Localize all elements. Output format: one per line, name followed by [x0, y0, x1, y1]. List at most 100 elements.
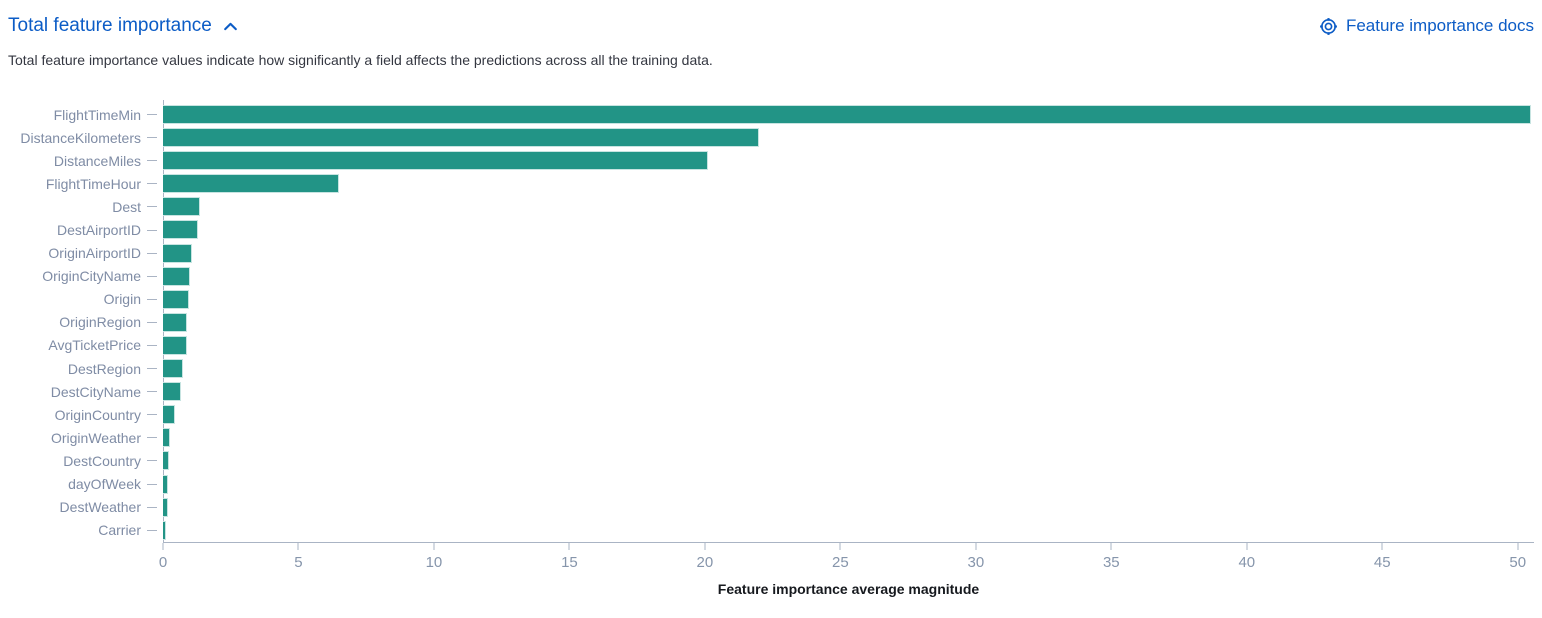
chart-row: FlightTimeMin — [8, 103, 1534, 126]
plot-cell — [163, 149, 1534, 172]
docs-link-label: Feature importance docs — [1345, 16, 1534, 35]
bar-Dest[interactable] — [163, 197, 200, 217]
plot-cell — [163, 334, 1534, 357]
x-axis-tick-mark — [839, 542, 841, 550]
x-axis-tick-label: 10 — [425, 553, 443, 571]
x-axis-tick-mark — [1517, 542, 1519, 550]
y-axis-label: FlightTimeHour — [45, 175, 141, 192]
x-axis-tick-label: 20 — [696, 553, 714, 571]
x-axis-title: Feature importance average magnitude — [717, 580, 980, 597]
chart-row: FlightTimeHour — [8, 172, 1534, 195]
chart-row: Carrier — [8, 519, 1534, 542]
chart-rows: FlightTimeMin DistanceKilometers DistanceM… — [8, 100, 1534, 542]
chart-row: Dest — [8, 195, 1534, 218]
x-axis-tick: 10 — [426, 542, 442, 571]
y-axis-tick — [147, 137, 157, 139]
chart-row: Origin — [8, 288, 1534, 311]
bar-Origin[interactable] — [163, 289, 190, 309]
x-axis-tick-label: 5 — [294, 553, 303, 571]
plot-cell — [163, 288, 1534, 311]
y-axis-label: OriginRegion — [59, 314, 141, 331]
lifebuoy-icon — [1320, 17, 1337, 35]
bar-OriginCityName[interactable] — [163, 266, 191, 286]
y-axis-label: Origin — [103, 291, 141, 308]
y-axis-tick — [147, 460, 157, 462]
y-axis-label: OriginWeather — [50, 429, 141, 446]
y-axis-label: DestAirportID — [56, 222, 141, 239]
chart-row: DestCountry — [8, 449, 1534, 472]
bar-OriginAirportID[interactable] — [163, 243, 192, 263]
chart-row: DistanceMiles — [8, 149, 1534, 172]
x-axis-tick-mark — [704, 542, 706, 550]
x-axis-tick: 50 — [1509, 542, 1526, 571]
x-axis-ticks: 0 5 10 15 20 25 30 35 40 45 50 — [159, 542, 1534, 579]
bar-OriginRegion[interactable] — [163, 312, 188, 332]
bar-dayOfWeek[interactable] — [163, 474, 169, 494]
x-axis-tick-mark — [1381, 542, 1383, 550]
chart-row: DestRegion — [8, 357, 1534, 380]
x-axis-tick-mark — [1246, 542, 1248, 550]
y-axis-label: dayOfWeek — [68, 476, 141, 493]
plot-cell — [163, 103, 1534, 126]
plot-cell — [163, 172, 1534, 195]
bar-Carrier[interactable] — [163, 520, 166, 540]
plot-cell — [163, 311, 1534, 334]
x-axis-tick-label: 40 — [1238, 553, 1256, 571]
plot-cell — [163, 519, 1534, 542]
y-axis-label: Dest — [112, 198, 141, 215]
x-axis-tick-mark — [297, 542, 299, 550]
plot-cell — [163, 218, 1534, 241]
bar-DestRegion[interactable] — [163, 359, 183, 379]
y-axis-tick — [147, 160, 157, 162]
bar-DestCountry[interactable] — [163, 451, 169, 471]
y-axis-tick — [147, 414, 157, 416]
x-axis-tick: 40 — [1238, 542, 1255, 571]
x-axis-tick-mark — [568, 542, 570, 550]
plot-cell — [163, 195, 1534, 218]
bar-FlightTimeHour[interactable] — [163, 174, 340, 194]
y-axis-label: FlightTimeMin — [53, 106, 141, 123]
x-axis-tick: 20 — [697, 542, 713, 571]
chart-row: OriginAirportID — [8, 242, 1534, 265]
bar-DestCityName[interactable] — [163, 382, 181, 402]
y-axis-tick — [147, 183, 157, 185]
plot-cell — [163, 265, 1534, 288]
x-axis-tick: 0 — [159, 542, 167, 571]
section-title: Total feature importance — [8, 15, 212, 36]
x-axis-tick: 5 — [294, 542, 303, 571]
y-axis-tick — [147, 506, 157, 508]
x-axis-tick: 25 — [832, 542, 849, 571]
bar-OriginCountry[interactable] — [163, 405, 175, 425]
y-axis-tick — [147, 252, 157, 254]
panel-header: Total feature importance Feature importa… — [8, 13, 1534, 39]
y-axis-tick — [147, 483, 157, 485]
y-axis-tick — [147, 437, 157, 439]
plot-cell — [163, 426, 1534, 449]
bar-AvgTicketPrice[interactable] — [163, 335, 187, 355]
chevron-up-icon — [223, 22, 237, 30]
chart-row: dayOfWeek — [8, 473, 1534, 496]
section-collapse-toggle[interactable]: Total feature importance — [8, 13, 239, 39]
plot-cell — [163, 496, 1534, 519]
bar-DestAirportID[interactable] — [163, 220, 199, 240]
y-axis-tick — [147, 391, 157, 393]
bar-FlightTimeMin[interactable] — [163, 105, 1532, 124]
chart-row: AvgTicketPrice — [8, 334, 1534, 357]
feature-importance-docs-link[interactable]: Feature importance docs — [1319, 16, 1534, 36]
y-axis-tick — [147, 298, 157, 300]
x-axis-tick-label: 50 — [1509, 553, 1527, 571]
y-axis-label: OriginCountry — [54, 406, 141, 423]
x-axis-tick-label: 45 — [1373, 553, 1391, 571]
bar-OriginWeather[interactable] — [163, 428, 170, 448]
chart-row: DestCityName — [8, 380, 1534, 403]
x-axis-tick-mark — [1110, 542, 1112, 550]
bar-DistanceKilometers[interactable] — [163, 128, 760, 148]
y-axis-label: DestCountry — [63, 452, 141, 469]
y-axis-tick — [147, 529, 157, 531]
y-axis-tick — [147, 344, 157, 346]
bar-DistanceMiles[interactable] — [163, 151, 708, 171]
chart-row: OriginRegion — [8, 311, 1534, 334]
plot-cell — [163, 357, 1534, 380]
bar-DestWeather[interactable] — [163, 497, 168, 517]
